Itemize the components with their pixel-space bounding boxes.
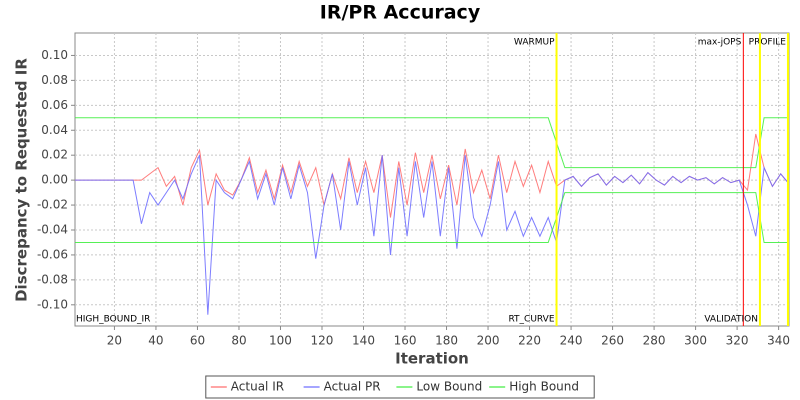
legend-label: Low Bound — [416, 380, 482, 394]
x-tick-label: 140 — [352, 334, 375, 348]
marker-label: VALIDATION — [704, 315, 758, 325]
x-tick-label: 300 — [684, 334, 707, 348]
x-tick-label: 260 — [601, 334, 624, 348]
marker-label: max-jOPS — [698, 38, 742, 48]
legend-label: Actual PR — [324, 380, 381, 394]
legend-label: High Bound — [509, 380, 579, 394]
x-axis-label: Iteration — [395, 350, 469, 368]
plot-area — [74, 32, 790, 327]
series-line — [75, 154, 790, 315]
series-line — [75, 117, 789, 169]
y-tick-label: -0.10 — [37, 297, 68, 311]
marker-label: PROFILE — [749, 38, 787, 48]
y-tick-label: 0.04 — [41, 123, 68, 137]
x-tick-label: 340 — [767, 334, 790, 348]
x-tick-label: 120 — [311, 334, 334, 348]
y-tick-label: -0.06 — [37, 247, 68, 261]
marker-label: WARMUP — [514, 38, 555, 48]
x-tick-label: 220 — [518, 334, 541, 348]
y-tick-label: 0.10 — [41, 48, 68, 62]
x-tick-label: 40 — [148, 334, 163, 348]
x-tick-label: 60 — [190, 334, 205, 348]
x-tick-label: 180 — [435, 334, 458, 348]
marker-label: HIGH_BOUND_IR — [76, 315, 150, 325]
y-tick-label: -0.08 — [37, 272, 68, 286]
chart-title: IR/PR Accuracy — [320, 2, 481, 24]
y-tick-label: 0.08 — [41, 73, 68, 87]
x-tick-label: 100 — [269, 334, 292, 348]
marker-label: RT_CURVE — [508, 315, 554, 325]
x-tick-label: 320 — [726, 334, 749, 348]
y-tick-label: -0.04 — [37, 222, 68, 236]
y-tick-label: -0.02 — [37, 198, 68, 212]
y-axis-label: Discrepancy to Requested IR — [13, 58, 31, 302]
x-tick-label: 80 — [231, 334, 246, 348]
legend-label: Actual IR — [231, 380, 284, 394]
y-tick-label: 0.02 — [41, 148, 68, 162]
series-line — [75, 192, 789, 243]
y-tick-label: 0.00 — [41, 173, 68, 187]
x-tick-label: 240 — [560, 334, 583, 348]
x-tick-label: 280 — [643, 334, 666, 348]
x-tick-label: 200 — [477, 334, 500, 348]
x-tick-label: 160 — [394, 334, 417, 348]
y-tick-label: 0.06 — [41, 98, 68, 112]
x-tick-label: 20 — [107, 334, 122, 348]
